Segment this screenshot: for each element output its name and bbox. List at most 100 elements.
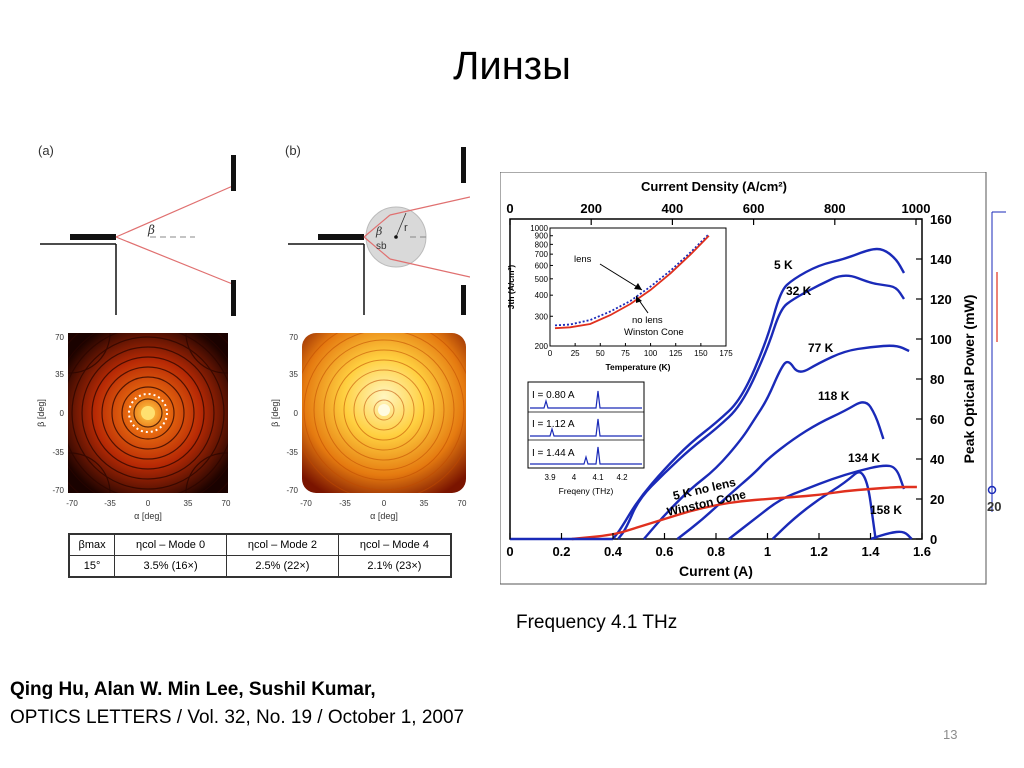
table-header: ηcol – Mode 4	[337, 533, 452, 556]
li-x-tick: 0.8	[707, 544, 725, 559]
table-cell: 3.5% (16×)	[114, 555, 227, 578]
map-a-ytick: 0	[60, 409, 65, 418]
jth-y-tick: 200	[535, 342, 549, 351]
li-y-tick: 40	[930, 452, 944, 467]
map-a-xtick: 0	[146, 499, 151, 508]
spectrum-label: I = 1.44 A	[532, 448, 575, 459]
label-32k: 32 K	[786, 284, 812, 298]
jth-label-nolens: no lens	[632, 315, 663, 326]
li-x-tick: 1	[764, 544, 771, 559]
li-x-tick: 1.4	[861, 544, 880, 559]
li-series-line	[771, 471, 877, 540]
jth-x-tick: 150	[694, 349, 708, 358]
spectrum-label: I = 1.12 A	[532, 419, 575, 430]
authors-line: Qing Hu, Alan W. Min Lee, Sushil Kumar,	[10, 679, 376, 700]
optics-diagrams: (a) (b) β r sb β	[38, 143, 470, 316]
jth-y-tick: 400	[535, 291, 549, 300]
table-cell: 2.1% (23×)	[337, 555, 452, 578]
map-b-ytick: 0	[294, 409, 299, 418]
spectrum-label: I = 0.80 A	[532, 390, 575, 401]
li-series-line	[728, 464, 906, 540]
jth-y-tick: 600	[535, 261, 549, 270]
map-b-xtick: -35	[339, 499, 351, 508]
intensity-maps: 70 35 0 -35 -70 -70 -35 0 35 70 α [deg] …	[36, 333, 467, 521]
li-x2-axis-title: Current Density (A/cm²)	[641, 179, 787, 194]
li-y-tick: 100	[930, 332, 952, 347]
spectrum-xtick: 4.1	[592, 473, 604, 482]
efficiency-table: βmax ηcol – Mode 0 ηcol – Mode 2 ηcol – …	[68, 533, 452, 578]
panel-b-diagram: r sb β	[288, 147, 470, 315]
jth-y-tick: 1000	[530, 224, 548, 233]
label-5k: 5 K	[774, 258, 793, 272]
li-x2-tick: 800	[824, 201, 846, 216]
li-y-tick: 160	[930, 212, 952, 227]
beta-symbol: β	[147, 223, 155, 237]
jth-x-tick: 125	[669, 349, 683, 358]
li-series-line	[617, 274, 906, 540]
li-series-line	[676, 401, 885, 540]
jth-series-line	[554, 233, 710, 327]
map-a-ytick: -70	[52, 486, 64, 495]
li-y-tick: 20	[930, 492, 944, 507]
map-b-ylabel: β [deg]	[270, 399, 280, 427]
table-header: ηcol – Mode 0	[114, 533, 227, 556]
spectrum-xtick: 4	[572, 473, 577, 482]
map-a-ytick: 70	[55, 333, 64, 342]
map-b-xtick: 70	[458, 499, 467, 508]
jth-y-tick: 700	[535, 250, 549, 259]
jth-x-axis-title: Temperature (K)	[605, 362, 670, 372]
li-y-tick: 0	[930, 532, 937, 547]
li-x-tick: 1.2	[810, 544, 828, 559]
li-y-tick: 140	[930, 252, 952, 267]
map-a-ytick: 35	[55, 370, 64, 379]
slide-title: Линзы	[453, 44, 571, 88]
li-x-tick: 0.4	[604, 544, 623, 559]
jth-x-tick: 175	[719, 349, 733, 358]
map-b-xtick: -70	[300, 499, 312, 508]
li-x-tick: 1.6	[913, 544, 931, 559]
jth-label-winston: Winston Cone	[624, 327, 684, 338]
label-158k: 158 K	[870, 503, 902, 517]
label-134k: 134 K	[848, 451, 880, 465]
map-a-xlabel: α [deg]	[134, 511, 162, 521]
spectrum-xtick: 3.9	[544, 473, 556, 482]
figure-caption: Frequency 4.1 THz	[516, 612, 678, 633]
li-y-tick: 80	[930, 372, 944, 387]
spectrum-x-axis-title: Freqeny (THz)	[559, 486, 614, 496]
map-b-ytick: -35	[286, 448, 298, 457]
jth-x-tick: 25	[571, 349, 580, 358]
map-a-xtick: 70	[222, 499, 231, 508]
li-x-axis-title: Current (A)	[679, 563, 753, 579]
table-row: 15° 3.5% (16×) 2.5% (22×) 2.1% (23×)	[68, 555, 452, 578]
page-number: 13	[943, 727, 958, 742]
table-header: ηcol – Mode 2	[225, 533, 339, 556]
map-b-ytick: 70	[289, 333, 298, 342]
li-x2-tick: 1000	[902, 201, 931, 216]
jth-x-tick: 50	[596, 349, 605, 358]
r-label: r	[404, 222, 408, 234]
label-118k: 118 K	[818, 389, 850, 403]
li-x2-tick: 600	[743, 201, 765, 216]
map-b-ytick: -70	[286, 486, 298, 495]
jth-x-tick: 0	[548, 349, 553, 358]
li-series-line	[870, 530, 913, 541]
table-cell: 2.5% (22×)	[225, 555, 339, 578]
label-77k: 77 K	[808, 341, 834, 355]
map-a	[68, 333, 228, 493]
spectrum-xtick: 4.2	[616, 473, 628, 482]
beta-symbol-b: β	[375, 225, 382, 238]
table-cell: 15°	[68, 555, 116, 578]
panel-a-label: (a)	[38, 143, 54, 158]
li-x2-tick: 0	[506, 201, 513, 216]
map-b	[302, 333, 466, 493]
map-b-xlabel: α [deg]	[370, 511, 398, 521]
jth-y-axis-title: Jth (A/cm²)	[506, 265, 516, 310]
li-x2-tick: 400	[662, 201, 684, 216]
panel-b-label: (b)	[285, 143, 301, 158]
jth-x-tick: 75	[621, 349, 630, 358]
li-x-tick: 0.2	[552, 544, 570, 559]
map-b-xtick: 35	[420, 499, 429, 508]
table-header: βmax	[68, 533, 116, 556]
li-y-tick: 120	[930, 292, 952, 307]
